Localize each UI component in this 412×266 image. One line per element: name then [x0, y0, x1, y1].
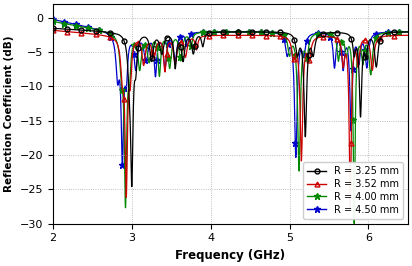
- R = 3.52 mm: [348, 207, 353, 211]
- R = 4.00 mm: [352, 222, 357, 225]
- R = 3.52 mm: [51, 29, 56, 32]
- R = 3.25 mm: [214, 31, 219, 34]
- R = 4.00 mm: [395, 31, 400, 34]
- R = 4.50 mm: [68, 22, 73, 25]
- R = 4.00 mm: [223, 30, 228, 34]
- R = 3.52 mm: [223, 34, 228, 37]
- R = 3.25 mm: [395, 31, 400, 34]
- R = 4.50 mm: [51, 18, 56, 21]
- R = 4.00 mm: [395, 31, 400, 34]
- R = 4.00 mm: [51, 20, 56, 23]
- R = 3.25 mm: [405, 30, 410, 34]
- R = 3.52 mm: [68, 30, 73, 34]
- R = 3.25 mm: [395, 31, 400, 34]
- R = 3.25 mm: [68, 28, 73, 31]
- R = 3.25 mm: [330, 31, 335, 34]
- R = 3.52 mm: [395, 34, 400, 37]
- R = 3.52 mm: [214, 34, 219, 37]
- R = 4.50 mm: [223, 30, 228, 34]
- R = 4.50 mm: [395, 30, 400, 34]
- Line: R = 4.00 mm: R = 4.00 mm: [49, 18, 411, 227]
- R = 3.25 mm: [129, 185, 134, 188]
- R = 4.50 mm: [330, 46, 335, 49]
- X-axis label: Frequency (GHz): Frequency (GHz): [176, 249, 286, 262]
- R = 4.00 mm: [330, 33, 335, 36]
- R = 3.25 mm: [51, 27, 56, 30]
- R = 3.52 mm: [330, 35, 335, 39]
- Line: R = 4.50 mm: R = 4.50 mm: [49, 16, 411, 171]
- R = 4.00 mm: [214, 30, 219, 34]
- R = 4.00 mm: [405, 30, 410, 34]
- Line: R = 3.25 mm: R = 3.25 mm: [51, 26, 410, 189]
- R = 4.00 mm: [68, 23, 73, 26]
- Legend: R = 3.25 mm, R = 3.52 mm, R = 4.00 mm, R = 4.50 mm: R = 3.25 mm, R = 3.52 mm, R = 4.00 mm, R…: [303, 162, 403, 219]
- Y-axis label: Reflection Coefficient (dB): Reflection Coefficient (dB): [4, 36, 14, 192]
- R = 4.50 mm: [214, 30, 219, 34]
- R = 3.25 mm: [223, 30, 228, 34]
- R = 4.50 mm: [120, 165, 125, 169]
- Line: R = 3.52 mm: R = 3.52 mm: [51, 28, 410, 211]
- R = 4.50 mm: [395, 30, 400, 34]
- R = 4.50 mm: [405, 30, 410, 34]
- R = 3.52 mm: [395, 34, 400, 37]
- R = 3.52 mm: [405, 34, 410, 37]
